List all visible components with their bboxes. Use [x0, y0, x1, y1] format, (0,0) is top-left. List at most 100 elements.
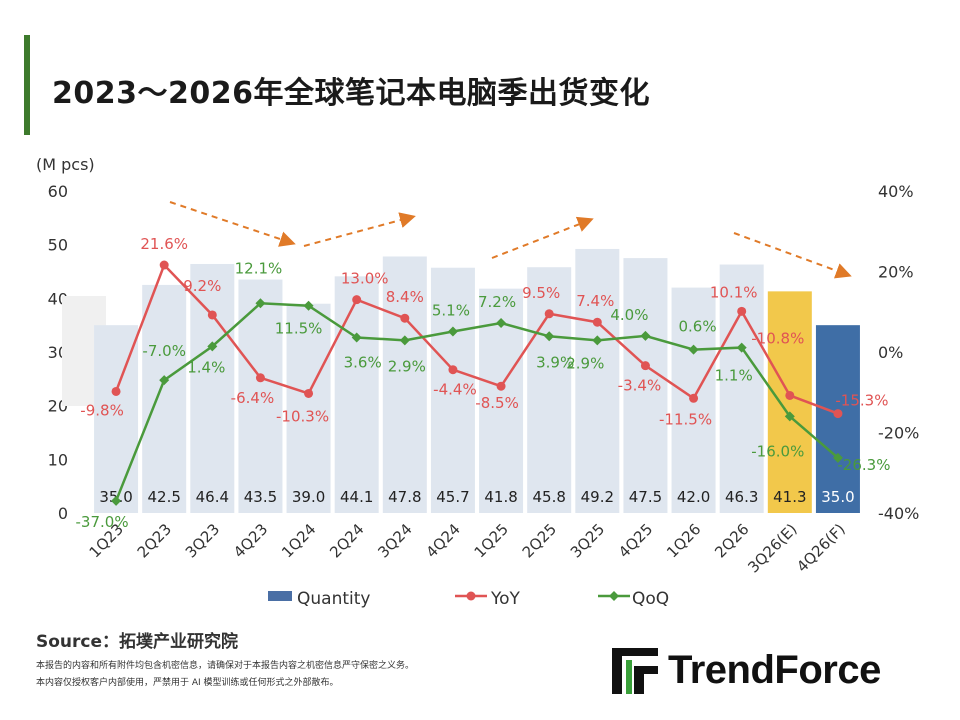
- qoq-data-label: 3.9%: [536, 353, 574, 371]
- x-axis-tick-label: 2Q25: [519, 520, 560, 561]
- trend-arrow: [303, 212, 416, 247]
- qoq-data-label: -37.0%: [76, 513, 129, 531]
- yoy-data-label: -4.4%: [433, 381, 477, 399]
- bar: [94, 325, 139, 513]
- yoy-point: [496, 381, 506, 391]
- qoq-data-label: 1.1%: [715, 367, 753, 385]
- qoq-data-label: 12.1%: [235, 259, 283, 277]
- qoq-point: [736, 342, 747, 353]
- yoy-data-label: -10.8%: [751, 329, 804, 347]
- qoq-point: [351, 332, 362, 343]
- bar-value-label: 43.5: [244, 488, 277, 506]
- x-axis-tick-label: 2Q24: [326, 520, 367, 561]
- x-axis-tick-label: 3Q24: [374, 520, 415, 561]
- right-axis-tick-label: 0%: [878, 343, 903, 362]
- x-axis-tick-label: 3Q25: [567, 520, 608, 561]
- legend-yoy-marker: [466, 591, 476, 601]
- trend-arrow: [491, 216, 594, 259]
- right-axis-tick-label: 20%: [878, 263, 914, 282]
- bar-value-label: 42.0: [677, 488, 710, 506]
- legend-quantity-label: Quantity: [297, 589, 370, 609]
- bar-value-label: 44.1: [340, 488, 373, 506]
- bar: [815, 325, 860, 513]
- qoq-line: [114, 302, 839, 502]
- bar-value-label: 46.4: [196, 488, 229, 506]
- yoy-data-label: -10.3%: [276, 407, 329, 425]
- bar: [527, 267, 572, 513]
- qoq-point: [784, 411, 795, 422]
- qoq-data-label: 3.6%: [344, 354, 382, 372]
- yoy-point: [592, 317, 602, 327]
- right-axis-tick-label: 40%: [878, 182, 914, 201]
- qoq-point: [592, 335, 603, 346]
- bar-value-label: 46.3: [725, 488, 758, 506]
- bar: [382, 256, 427, 513]
- qoq-point: [207, 341, 218, 352]
- bar: [238, 279, 283, 513]
- qoq-data-label: 0.6%: [679, 318, 717, 336]
- x-axis-tick-label: 4Q26(F): [793, 520, 849, 576]
- bar-value-label: 41.8: [484, 488, 517, 506]
- bar-value-label: 41.3: [773, 488, 806, 506]
- x-axis-tick-label: 3Q23: [182, 520, 223, 561]
- trendforce-logo-icon: [612, 648, 658, 694]
- trend-arrow: [169, 201, 296, 247]
- legend-qoq-marker: [609, 591, 619, 601]
- qoq-data-label: 7.2%: [478, 293, 516, 311]
- yoy-point: [737, 306, 747, 316]
- qoq-point: [447, 326, 458, 337]
- yoy-data-label: 7.4%: [576, 292, 614, 310]
- bar-value-label: 42.5: [147, 488, 180, 506]
- left-axis-tick-label: 50: [48, 236, 68, 255]
- qoq-data-label: 2.9%: [566, 354, 604, 372]
- bar-value-label: 45.7: [436, 488, 469, 506]
- qoq-data-label: -26.3%: [837, 456, 890, 474]
- yoy-data-label: -9.8%: [80, 401, 124, 419]
- yoy-line: [114, 262, 839, 415]
- chart-title: 2023～2026年全球笔记本电脑季出货变化: [52, 76, 650, 111]
- yoy-data-label: -3.4%: [618, 377, 662, 395]
- yoy-data-label: 9.2%: [183, 277, 221, 295]
- bar: [623, 258, 668, 513]
- yoy-point: [111, 386, 121, 396]
- bar: [286, 303, 331, 513]
- qoq-point: [111, 495, 122, 506]
- yoy-data-label: 21.6%: [140, 235, 188, 253]
- bar-value-label: 39.0: [292, 488, 325, 506]
- yoy-point: [159, 260, 169, 270]
- yoy-data-label: 9.5%: [522, 284, 560, 302]
- confidentiality-note: 本报告的内容和所有附件均包含机密信息，请确保对于本报告内容之机密信息严守保密之义…: [36, 661, 415, 671]
- x-axis-tick-label: 1Q25: [471, 520, 512, 561]
- left-axis-tick-label: 10: [48, 450, 68, 469]
- left-axis-tick-label: 60: [48, 182, 68, 201]
- bar: [334, 276, 379, 513]
- qoq-point: [832, 452, 843, 463]
- title-accent-bar: [24, 35, 30, 135]
- qoq-data-label: 11.5%: [275, 320, 323, 338]
- yoy-point: [304, 388, 314, 398]
- qoq-point: [544, 331, 555, 342]
- legend-yoy-label: YoY: [490, 589, 521, 609]
- x-axis-tick-label: 1Q24: [278, 520, 319, 561]
- x-axis-tick-label: 2Q23: [134, 520, 175, 561]
- qoq-point: [159, 375, 170, 386]
- yoy-data-label: -11.5%: [659, 410, 712, 428]
- yoy-point: [400, 313, 410, 323]
- qoq-point: [303, 300, 314, 311]
- brand-name: TrendForce: [668, 648, 881, 692]
- yoy-data-label: 8.4%: [386, 288, 424, 306]
- yoy-point: [544, 309, 554, 319]
- yoy-point: [448, 365, 458, 375]
- qoq-point: [640, 330, 651, 341]
- yoy-point: [785, 390, 795, 400]
- chart: (M pcs)0102030405060-40%-20%0%20%40%35.0…: [36, 155, 919, 609]
- bar: [142, 284, 187, 513]
- x-axis-tick-label: 4Q23: [230, 520, 271, 561]
- qoq-data-label: 4.0%: [610, 306, 648, 324]
- yoy-data-label: -6.4%: [231, 389, 275, 407]
- bar: [190, 263, 235, 513]
- qoq-data-label: -16.0%: [751, 442, 804, 460]
- qoq-point: [496, 318, 507, 329]
- qoq-point: [688, 344, 699, 355]
- bar-value-label: 47.8: [388, 488, 421, 506]
